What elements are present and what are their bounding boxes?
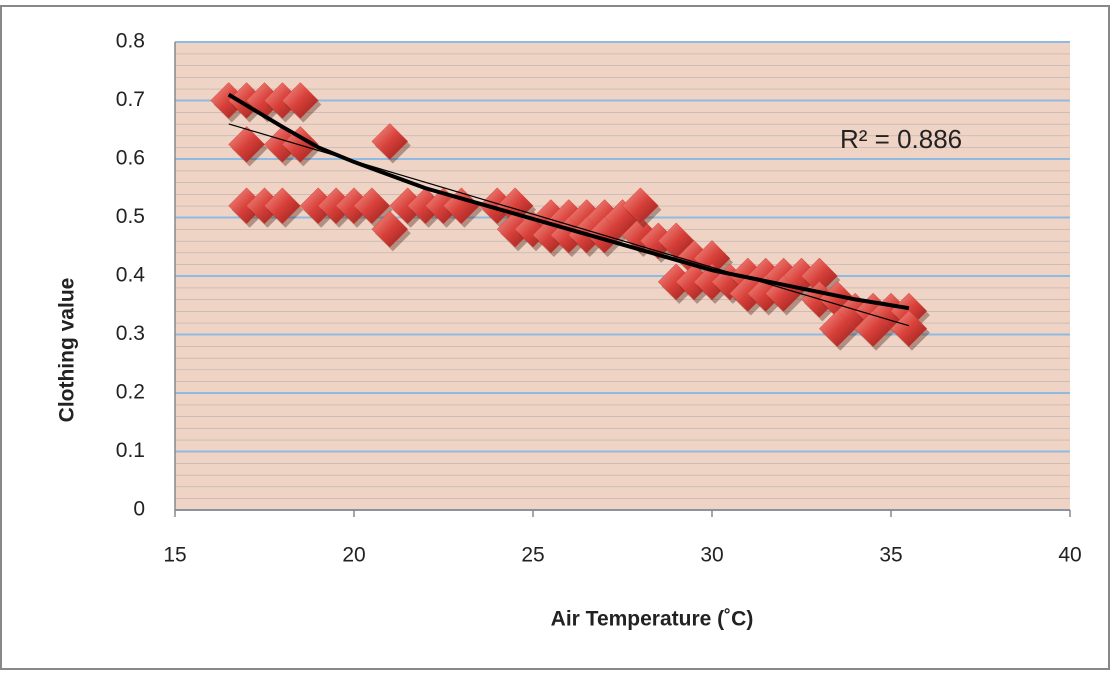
y-tick-label: 0.8 [116, 30, 145, 53]
annotation: R² = 0.886 [840, 124, 962, 154]
y-tick-label: 0 [133, 498, 145, 521]
y-tick-label: 0.1 [116, 439, 145, 462]
x-tick-label: 30 [700, 544, 723, 567]
point [818, 310, 856, 348]
y-axis-label: Clothing value [56, 278, 79, 423]
point [281, 126, 319, 163]
y-tick-label: 0.2 [116, 381, 145, 404]
point [353, 187, 391, 225]
point [371, 210, 409, 248]
x-tick-label: 35 [879, 544, 902, 567]
point [281, 82, 319, 119]
y-tick-label: 0.5 [116, 205, 145, 228]
trendline [227, 92, 910, 311]
y-tick-label: 0.3 [116, 322, 145, 345]
trendline [228, 123, 910, 327]
x-tick-label: 15 [163, 544, 186, 567]
y-tick-label: 0.6 [116, 147, 145, 170]
point [854, 310, 892, 348]
point [228, 126, 265, 163]
y-tick-label: 0.4 [116, 264, 146, 287]
point [264, 187, 301, 225]
x-tick-label: 40 [1058, 544, 1081, 567]
point [371, 123, 409, 160]
y-tick-label: 0.7 [116, 88, 145, 111]
x-tick-label: 20 [342, 544, 365, 567]
x-tick-label: 25 [521, 544, 544, 567]
point [622, 187, 659, 225]
x-axis-label: Air Temperature (˚C) [551, 608, 754, 631]
